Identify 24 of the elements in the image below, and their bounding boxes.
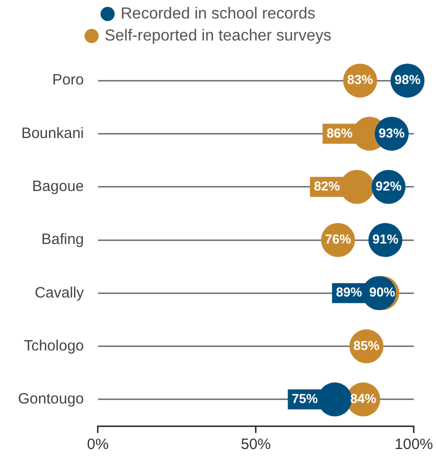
- y-tick-label: Bounkani: [21, 124, 84, 142]
- data-label: 90%: [369, 284, 396, 300]
- data-label: 76%: [324, 232, 352, 247]
- data-label: 75%: [292, 391, 318, 406]
- y-tick-label: Cavally: [34, 284, 84, 302]
- y-tick-label: Bagoue: [32, 178, 84, 195]
- x-tick-label: 100%: [394, 436, 434, 454]
- data-label: 83%: [347, 72, 374, 88]
- legend-label: Recorded in school records: [120, 5, 316, 22]
- data-label: 89%: [336, 284, 362, 300]
- y-tick-label: Tchologo: [24, 337, 84, 354]
- y-tick-label: Gontougo: [18, 390, 84, 408]
- data-label: 86%: [326, 125, 354, 140]
- data-label: 91%: [372, 232, 399, 247]
- data-label: 85%: [353, 338, 380, 353]
- y-tick-label: Poro: [52, 72, 84, 89]
- x-tick-label: 0%: [87, 436, 109, 454]
- x-tick-label: 50%: [240, 436, 271, 454]
- data-label: 92%: [376, 178, 402, 194]
- legend-label: Self-reported in teacher surveys: [104, 27, 332, 44]
- data-label: 82%: [314, 178, 340, 194]
- data-label: 98%: [394, 72, 421, 88]
- y-tick-label: Bafing: [41, 231, 84, 248]
- data-label: 93%: [378, 125, 406, 140]
